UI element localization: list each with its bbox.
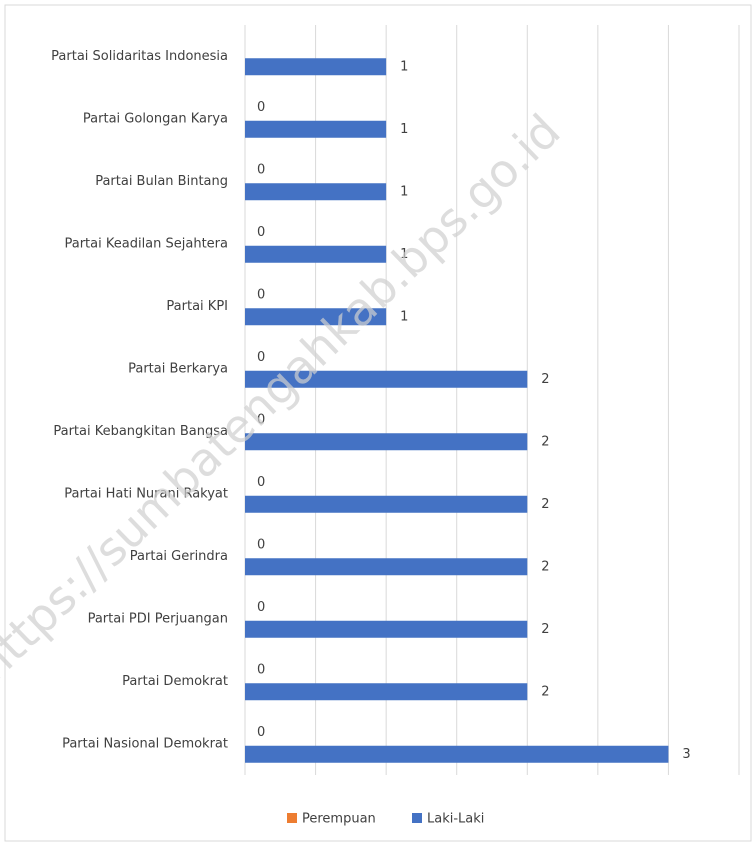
bar [245,58,387,76]
y-tick-label: Partai Gerindra [130,549,228,564]
data-label: 1 [400,309,408,324]
data-label: 0 [257,725,265,740]
data-label: 0 [257,225,265,240]
y-tick-label: Partai PDI Perjuangan [88,611,228,626]
y-tick-label: Partai Hati Nurani Rakyat [64,486,228,501]
chart-frame [4,4,752,842]
y-tick-label: Partai Keadilan Sejahtera [64,236,228,251]
data-label: 1 [400,59,408,74]
y-tick-label: Partai Nasional Demokrat [62,736,228,751]
bar [245,433,528,451]
data-label: 2 [541,622,549,637]
y-tick-label: Partai Golongan Karya [83,111,228,126]
data-label: 0 [257,412,265,427]
bar [245,308,387,326]
data-label: 0 [257,100,265,115]
bar [245,245,387,263]
data-label: 2 [541,559,549,574]
data-label: 0 [257,287,265,302]
bar [245,370,528,388]
bar [245,683,528,701]
data-label: 0 [257,600,265,615]
data-label: 0 [257,475,265,490]
legend-label: Perempuan [302,812,376,827]
data-label: 3 [682,747,690,762]
legend-label: Laki-Laki [427,812,484,827]
bar [245,120,387,138]
y-tick-label: Partai Solidaritas Indonesia [51,49,228,64]
legend-swatch [412,813,422,823]
y-tick-label: Partai Demokrat [122,674,228,689]
data-label: 2 [541,684,549,699]
bar [245,620,528,638]
y-tick-label: Partai Kebangkitan Bangsa [53,424,228,439]
bar [245,558,528,576]
data-label: 0 [257,662,265,677]
bar [245,745,669,763]
data-label: 1 [400,247,408,262]
legend-swatch [287,813,297,823]
data-label: 2 [541,372,549,387]
data-label: 0 [257,350,265,365]
y-tick-label: Partai Berkarya [128,361,228,376]
data-label: 1 [400,122,408,137]
bar [245,495,528,513]
data-label: 0 [257,537,265,552]
data-label: 2 [541,497,549,512]
data-label: 1 [400,184,408,199]
y-tick-label: Partai KPI [166,299,228,314]
y-tick-label: Partai Bulan Bintang [95,174,228,189]
data-label: 0 [257,162,265,177]
data-label: 2 [541,434,549,449]
bar [245,183,387,201]
